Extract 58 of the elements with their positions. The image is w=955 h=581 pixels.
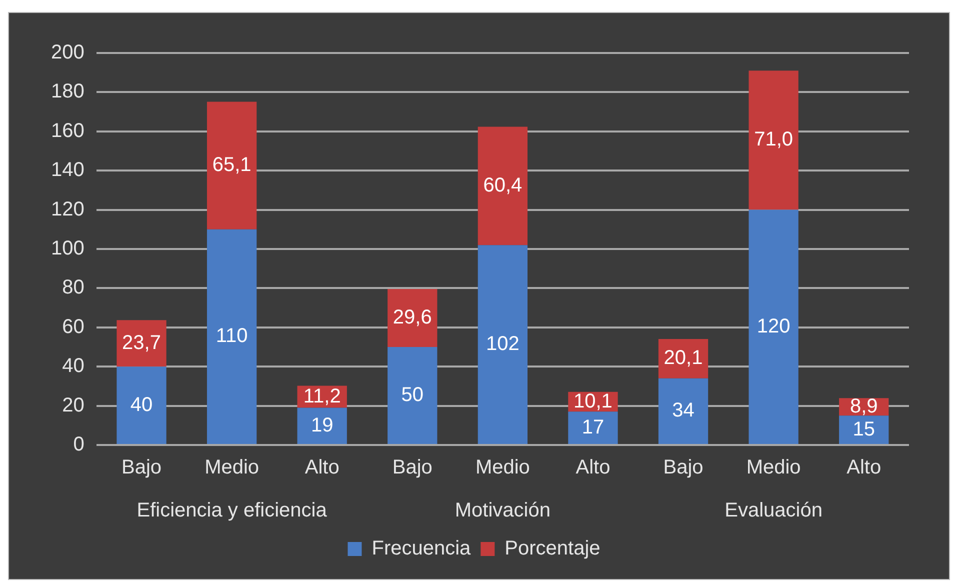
data-label: 60,4 [483, 174, 522, 196]
text: Motivación [454, 500, 550, 522]
y-tick-label: 60 [62, 316, 84, 338]
x-tick-label: Alto [846, 456, 882, 479]
bar [116, 366, 166, 444]
data-label: 17 [582, 416, 604, 438]
data-label: 29,6 [392, 306, 432, 329]
data-label: 15 [852, 418, 875, 440]
data-label: 120 [756, 315, 790, 338]
bar [478, 245, 528, 444]
bar [748, 210, 798, 444]
data-label: 65,1 [212, 154, 252, 176]
data-label: 50 [401, 384, 424, 406]
x-tick-label: Medio [475, 456, 530, 479]
x-tick-label: Bajo [392, 456, 432, 479]
y-tick-label: 120 [50, 198, 84, 220]
data-label: 19 [310, 414, 334, 436]
legend-label: Porcentaje [504, 538, 600, 560]
bar [388, 347, 438, 444]
x-tick-label: Bajo [122, 456, 162, 479]
bar [748, 70, 798, 210]
bar [658, 378, 708, 444]
text: Eficiencia y eficiencia [136, 500, 328, 522]
data-label: 71,0 [754, 128, 794, 151]
bar [658, 338, 708, 378]
data-label: 23,7 [122, 332, 161, 354]
bar [478, 126, 528, 246]
x-tick-label: Medio [204, 456, 260, 479]
data-label: 110 [216, 325, 248, 348]
bar [388, 288, 438, 347]
data-label: 102 [486, 333, 520, 356]
data-label: 10,1 [574, 390, 612, 412]
bar [297, 408, 347, 444]
bar [839, 416, 889, 444]
y-tick-label: 180 [50, 80, 84, 103]
x-tick-label: Bajo [663, 456, 704, 479]
y-tick-label: 140 [50, 159, 84, 182]
y-tick-label: 20 [62, 394, 84, 416]
legend-label: Frecuencia [372, 538, 472, 560]
y-tick-label: 200 [50, 42, 84, 64]
y-tick-label: 80 [62, 276, 84, 299]
y-tick-label: 40 [62, 355, 84, 378]
data-label: 8,9 [850, 395, 878, 418]
y-tick-label: 160 [50, 120, 84, 142]
bar [206, 102, 257, 230]
y-tick-label: 100 [50, 238, 84, 260]
data-label: 40 [130, 394, 153, 416]
y-tick-label: 0 [73, 434, 84, 456]
bar [116, 320, 166, 367]
data-label: 34 [672, 400, 694, 422]
x-tick-label: Medio [746, 456, 801, 479]
data-label: 11,2 [303, 385, 341, 408]
x-tick-label: Alto [576, 456, 610, 479]
text: Evaluación [724, 500, 822, 522]
bar [568, 412, 618, 444]
data-label: 20,1 [664, 347, 703, 370]
bar [206, 229, 257, 444]
x-tick-label: Alto [304, 456, 340, 479]
